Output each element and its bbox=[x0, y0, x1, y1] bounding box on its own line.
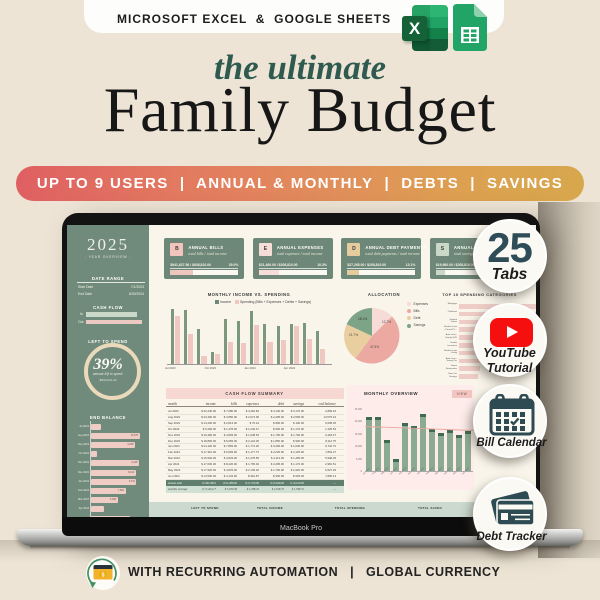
svg-text:$: $ bbox=[101, 572, 104, 578]
